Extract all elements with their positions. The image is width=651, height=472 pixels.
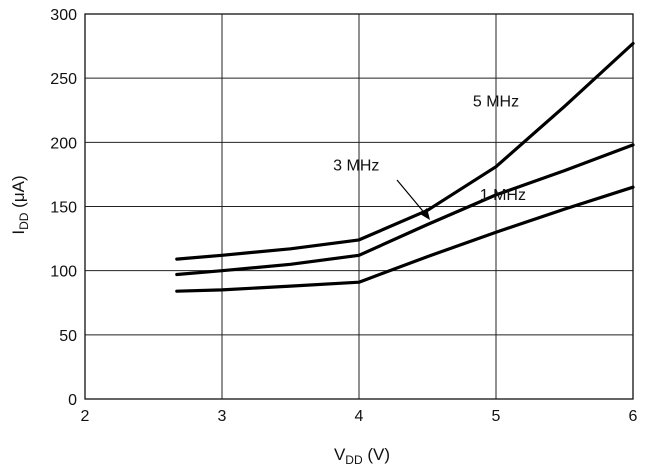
series-lines: [175, 41, 635, 293]
annotation-label: 3 MHz: [333, 158, 379, 175]
annotation-label: 1 MHz: [480, 187, 526, 204]
annotation-label: 5 MHz: [473, 93, 519, 110]
x-tick-label: 6: [629, 408, 638, 425]
y-tick-label: 300: [50, 7, 77, 24]
y-tick-label: 0: [68, 392, 77, 409]
y-axis-label: IDD (μA): [9, 175, 31, 234]
y-tick-label: 150: [50, 200, 77, 217]
series-line-5-mhz: [175, 41, 635, 261]
series-line-1-mhz: [175, 185, 635, 293]
annotation-arrowhead: [420, 208, 430, 220]
series-line-3-mhz: [175, 143, 635, 277]
x-tick-label: 2: [81, 408, 90, 425]
x-tick-label: 5: [492, 408, 501, 425]
tick-labels: 2 3 4 5 6 0 50 100 150 200 250 300: [50, 7, 637, 425]
plot-frame: [84, 13, 634, 400]
y-tick-label: 250: [50, 71, 77, 88]
y-tick-label: 100: [50, 264, 77, 281]
y-tick-label: 200: [50, 135, 77, 152]
x-axis-label: VDD (V): [334, 445, 390, 467]
grid: [84, 13, 634, 400]
x-tick-label: 4: [355, 408, 364, 425]
annotation-leader-line: [396, 179, 428, 217]
x-tick-label: 3: [218, 408, 227, 425]
annotations: 5 MHz 3 MHz 1 MHz: [333, 93, 526, 220]
y-tick-label: 50: [59, 328, 77, 345]
